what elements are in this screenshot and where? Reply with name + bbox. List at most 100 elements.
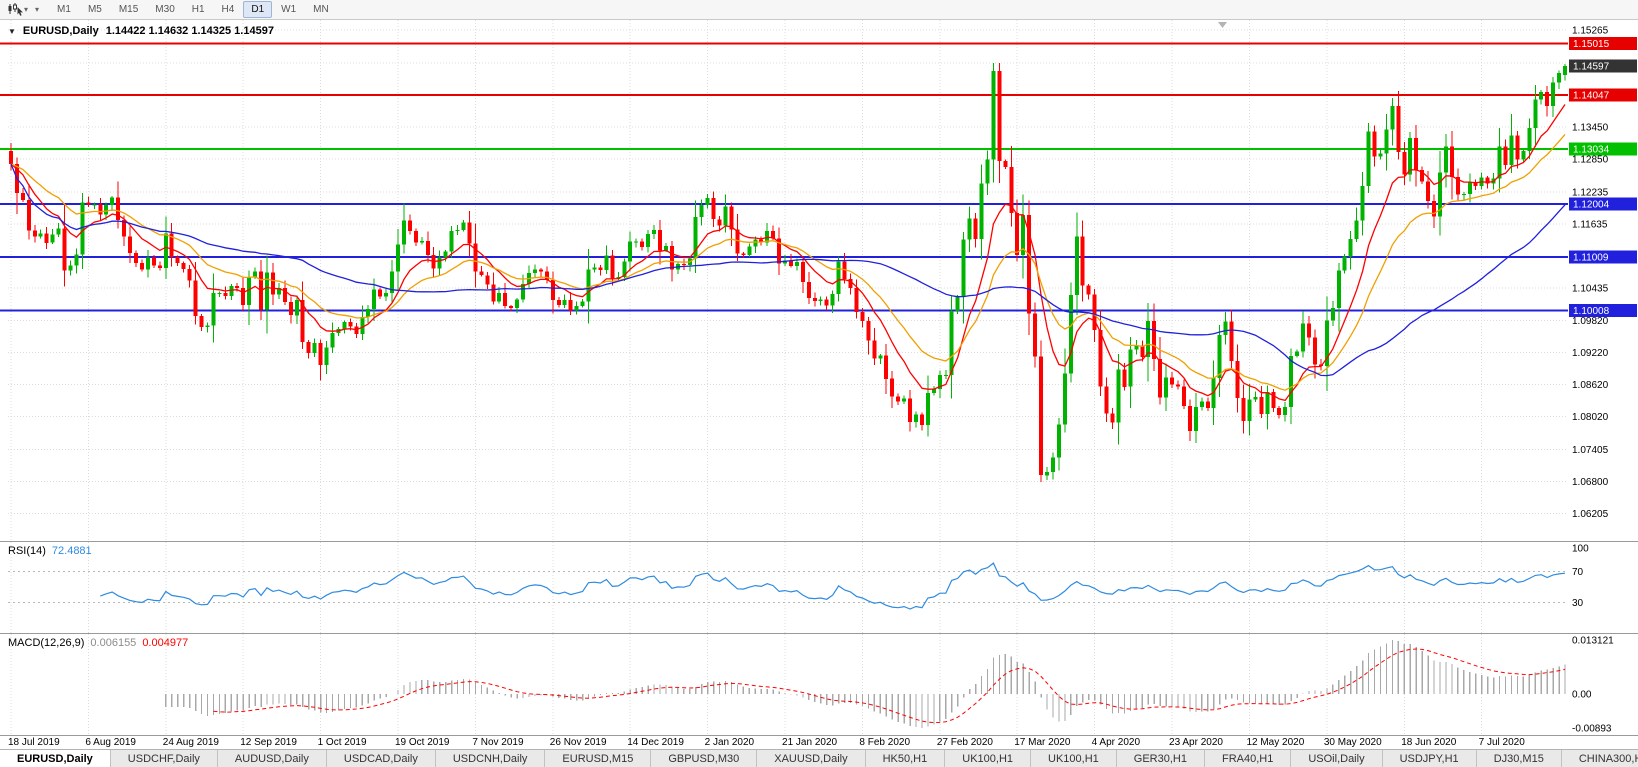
date-label: 19 Oct 2019: [395, 737, 450, 748]
chart-tab-eurusd-m15[interactable]: EURUSD,M15: [545, 750, 652, 767]
timeframe-button-m5[interactable]: M5: [87, 4, 102, 15]
timeframe-button-mn[interactable]: MN: [313, 4, 329, 15]
svg-text:1.12850: 1.12850: [1572, 155, 1609, 166]
date-label: 23 Apr 2020: [1169, 737, 1223, 748]
main-chart-panel[interactable]: ▼ EURUSD,Daily 1.14422 1.14632 1.14325 1…: [0, 20, 1638, 541]
svg-text:1.09820: 1.09820: [1572, 316, 1609, 327]
svg-text:1.15265: 1.15265: [1572, 26, 1609, 37]
timeframe-button-w1[interactable]: W1: [281, 4, 297, 15]
svg-text:1.10008: 1.10008: [1573, 306, 1610, 317]
svg-text:1.14047: 1.14047: [1573, 91, 1610, 102]
timeframe-button-d1[interactable]: D1: [243, 1, 273, 18]
svg-text:0.00: 0.00: [1572, 690, 1592, 701]
date-label: 12 Sep 2019: [240, 737, 297, 748]
chart-shift-marker: [1218, 22, 1227, 28]
rsi-axis-labels: 100 70 30: [1572, 544, 1589, 610]
chart-tab-hk50-h1[interactable]: HK50,H1: [865, 750, 946, 767]
svg-text:1.13450: 1.13450: [1572, 123, 1609, 134]
chart-tab-usdcad-daily[interactable]: USDCAD,Daily: [326, 750, 436, 767]
rsi-grid: [8, 542, 1568, 633]
svg-text:1.07405: 1.07405: [1572, 445, 1609, 456]
svg-text:70: 70: [1572, 567, 1584, 578]
chart-tab-dj30-m15[interactable]: DJ30,M15: [1476, 750, 1562, 767]
svg-text:1.13034: 1.13034: [1573, 145, 1610, 156]
timeframe-button-h4[interactable]: H4: [221, 4, 235, 15]
panel-separator[interactable]: [0, 541, 1638, 542]
candlestick-chart-icon: [8, 3, 23, 16]
macd-signal-value: 0.004977: [142, 637, 189, 649]
chart-grid: [8, 20, 1568, 541]
chart-title: ▼ EURUSD,Daily 1.14422 1.14632 1.14325 1…: [8, 25, 274, 37]
panel-separator[interactable]: [0, 633, 1638, 634]
date-label: 7 Jul 2020: [1478, 737, 1525, 748]
svg-text:1.09220: 1.09220: [1572, 348, 1609, 359]
date-label: 7 Nov 2019: [472, 737, 524, 748]
collapse-icon[interactable]: ▼: [8, 26, 16, 36]
timeframe-toolbar: ▾ ▾ M1 M5 M15 M30 H1 H4 D1 W1 MN: [0, 0, 1638, 20]
svg-text:1.12235: 1.12235: [1572, 187, 1609, 198]
panel-separator[interactable]: [0, 735, 1638, 736]
svg-text:1.11009: 1.11009: [1573, 253, 1609, 264]
date-label: 2 Jan 2020: [704, 737, 755, 748]
chart-tab-bar: EURUSD,Daily USDCHF,Daily AUDUSD,Daily USDC…: [0, 749, 1638, 767]
date-label: 30 May 2020: [1323, 737, 1382, 748]
svg-text:1.15015: 1.15015: [1573, 39, 1610, 50]
macd-main-value: 0.006155: [90, 637, 137, 649]
chart-options-dropdown[interactable]: ▾: [32, 5, 42, 15]
rsi-panel[interactable]: RSI(14) 72.4881 100 70 30: [0, 542, 1638, 633]
svg-text:1.10435: 1.10435: [1572, 283, 1609, 294]
svg-text:1.12004: 1.12004: [1573, 200, 1610, 211]
macd-histogram: [165, 640, 1566, 728]
timeframe-buttons: M1 M5 M15 M30 H1 H4 D1 W1 MN: [49, 1, 337, 18]
candlestick-chart[interactable]: 1.15265 1.13450 1.12850 1.12235 1.11635 1.104…: [0, 20, 1638, 541]
chart-tab-uk100-h1[interactable]: UK100,H1: [1031, 750, 1117, 767]
chart-tab-xauusd-daily[interactable]: XAUUSD,Daily: [757, 750, 866, 767]
timeframe-button-m15[interactable]: M15: [118, 4, 139, 15]
price-axis-labels: 1.15265 1.13450 1.12850 1.12235 1.11635 1.104…: [1572, 26, 1609, 520]
cursor-icon: [17, 7, 23, 16]
date-label: 26 Nov 2019: [549, 737, 607, 748]
svg-text:1.06205: 1.06205: [1572, 509, 1609, 520]
timeframe-button-h1[interactable]: H1: [191, 4, 205, 15]
chart-tab-audusd-daily[interactable]: AUDUSD,Daily: [217, 750, 327, 767]
chevron-down-icon: ▾: [35, 4, 40, 14]
chart-tab-ger30-h1[interactable]: GER30,H1: [1116, 750, 1205, 767]
svg-text:1.06800: 1.06800: [1572, 477, 1609, 488]
svg-text:1.08020: 1.08020: [1572, 412, 1609, 423]
time-axis[interactable]: 18 Jul 2019 6 Aug 2019 24 Aug 2019 12 Sep 2…: [0, 736, 1638, 749]
rsi-chart[interactable]: 100 70 30: [0, 542, 1638, 633]
chart-tab-usdchf-daily[interactable]: USDCHF,Daily: [110, 750, 218, 767]
chart-tab-uk100-h1[interactable]: UK100,H1: [945, 750, 1032, 767]
timeframe-button-m1[interactable]: M1: [57, 4, 71, 15]
rsi-value: 72.4881: [51, 545, 92, 557]
macd-indicator-label: MACD(12,26,9) 0.006155 0.004977: [8, 637, 188, 649]
svg-text:100: 100: [1572, 544, 1589, 555]
date-label: 24 Aug 2019: [162, 737, 219, 748]
chart-tab-eurusd-daily[interactable]: EURUSD,Daily: [0, 750, 111, 767]
date-label: 6 Aug 2019: [85, 737, 136, 748]
date-label: 12 May 2020: [1246, 737, 1305, 748]
moving-averages: [10, 104, 1566, 402]
chart-tab-china300-h4[interactable]: CHINA300,H4: [1561, 750, 1638, 767]
timeframe-button-m30[interactable]: M30: [155, 4, 175, 15]
macd-name: MACD(12,26,9): [8, 637, 85, 649]
chart-tab-usoil-daily[interactable]: USOil,Daily: [1291, 750, 1383, 767]
chart-tab-usdcnh-daily[interactable]: USDCNH,Daily: [435, 750, 546, 767]
svg-text:1.11635: 1.11635: [1572, 219, 1608, 230]
svg-text:1.08620: 1.08620: [1572, 380, 1609, 391]
chart-tab-usdjpy-h1[interactable]: USDJPY,H1: [1382, 750, 1477, 767]
chart-tab-fra40-h1[interactable]: FRA40,H1: [1204, 750, 1292, 767]
horizontal-level-lines[interactable]: [0, 42, 1568, 312]
macd-chart[interactable]: 0.013121 0.00 -0.00893: [0, 634, 1638, 735]
date-label: 18 Jul 2019: [7, 737, 60, 748]
chart-type-button[interactable]: ▾: [4, 2, 31, 17]
rsi-name: RSI(14): [8, 545, 46, 557]
date-label: 1 Oct 2019: [317, 737, 367, 748]
svg-text:1.14597: 1.14597: [1573, 61, 1610, 72]
date-label: 21 Jan 2020: [782, 737, 838, 748]
macd-panel[interactable]: MACD(12,26,9) 0.006155 0.004977 0.013121…: [0, 634, 1638, 735]
chart-tab-gbpusd-m30[interactable]: GBPUSD,M30: [651, 750, 758, 767]
chart-symbol-label: EURUSD,Daily: [22, 25, 99, 37]
date-label: 18 Jun 2020: [1401, 737, 1457, 748]
svg-text:-0.00893: -0.00893: [1572, 724, 1612, 735]
